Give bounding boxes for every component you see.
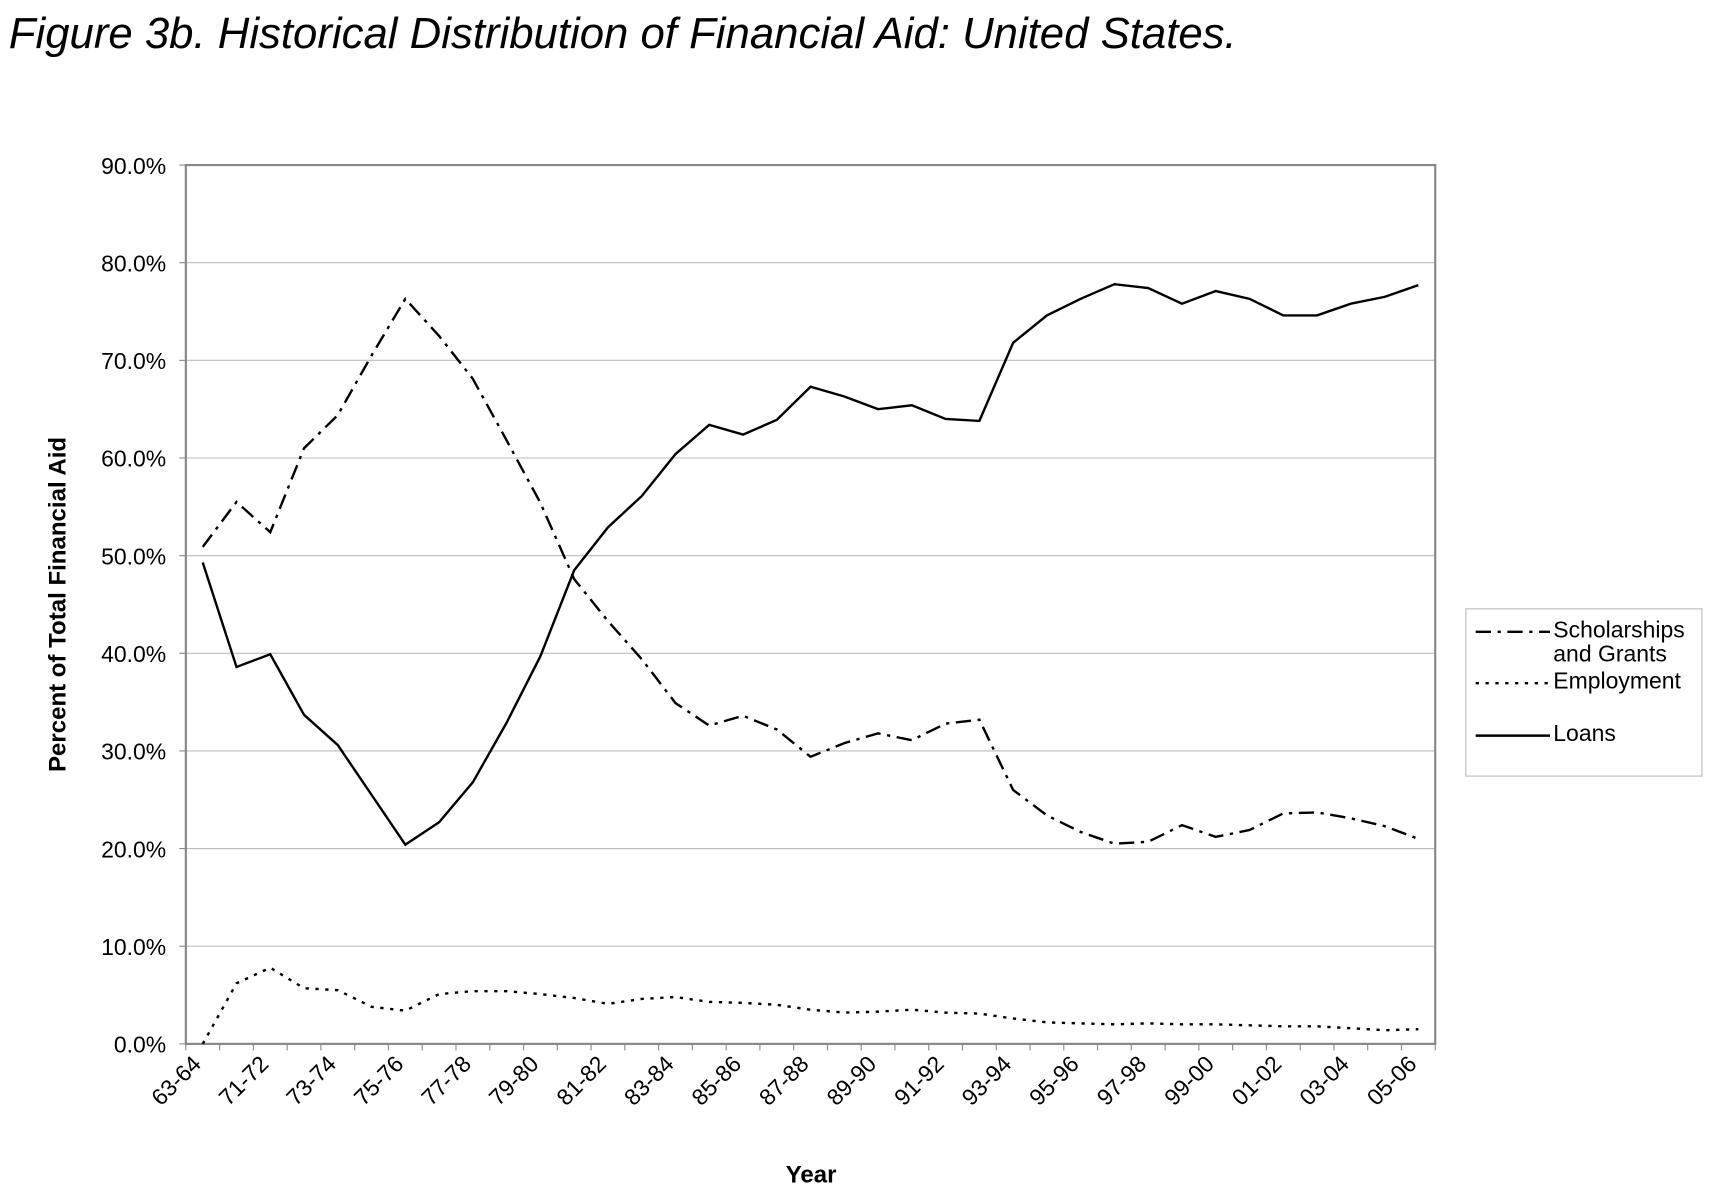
line-series [201, 282, 1419, 847]
chart-title: Figure 3b. Historical Distribution of Fi… [9, 9, 1237, 58]
x-tick-label: 89-90 [821, 1051, 881, 1111]
x-tick-label: 93-94 [956, 1050, 1016, 1110]
y-tick-label: 20.0% [101, 836, 166, 862]
x-tick-label: 79-80 [484, 1051, 544, 1111]
legend-entry: Employment [1553, 670, 1681, 695]
legend-box [1465, 608, 1703, 777]
x-tick-label: 63-64 [146, 1050, 206, 1110]
y-tick-label: 0.0% [114, 1032, 166, 1058]
x-tick-label: 75-76 [349, 1051, 409, 1111]
legend-label: Scholarships and Grants [1553, 618, 1685, 667]
x-tick-label: 01-02 [1227, 1051, 1287, 1111]
y-tick-label: 90.0% [101, 153, 166, 179]
x-tick-label: 97-98 [1092, 1051, 1152, 1111]
y-tick-label: 80.0% [101, 250, 166, 276]
x-axis-label: Year [786, 1162, 837, 1189]
x-tick-label: 81-82 [551, 1051, 611, 1111]
x-tick-label: 95-96 [1024, 1051, 1084, 1111]
y-tick-label: 30.0% [101, 739, 166, 765]
x-tick-label: 73-74 [281, 1050, 341, 1110]
x-tick-label: 03-04 [1294, 1050, 1354, 1110]
y-tick-label: 70.0% [101, 348, 166, 374]
line-series [201, 296, 1419, 845]
x-tick-label: 83-84 [619, 1050, 679, 1110]
x-tick-label: 87-88 [754, 1051, 814, 1111]
legend-label: Employment [1553, 670, 1681, 695]
x-tick-label: 05-06 [1362, 1051, 1422, 1111]
y-tick-label: 60.0% [101, 446, 166, 472]
legend-entry: Loans [1553, 722, 1616, 747]
x-tick-label: 99-00 [1159, 1051, 1219, 1111]
x-tick-label: 91-92 [889, 1051, 949, 1111]
y-tick-label: 10.0% [101, 934, 166, 960]
legend-entry: Scholarships and Grants [1553, 618, 1685, 667]
y-axis-label: Percent of Total Financial Aid [45, 437, 72, 772]
x-tick-label: 71-72 [214, 1051, 274, 1111]
y-tick-label: 50.0% [101, 543, 166, 569]
legend-label: Loans [1553, 722, 1616, 747]
line-series [201, 966, 1419, 1045]
plot-frame [184, 163, 1437, 1045]
x-tick-label: 77-78 [416, 1051, 476, 1111]
x-tick-label: 85-86 [686, 1051, 746, 1111]
y-tick-label: 40.0% [101, 641, 166, 667]
